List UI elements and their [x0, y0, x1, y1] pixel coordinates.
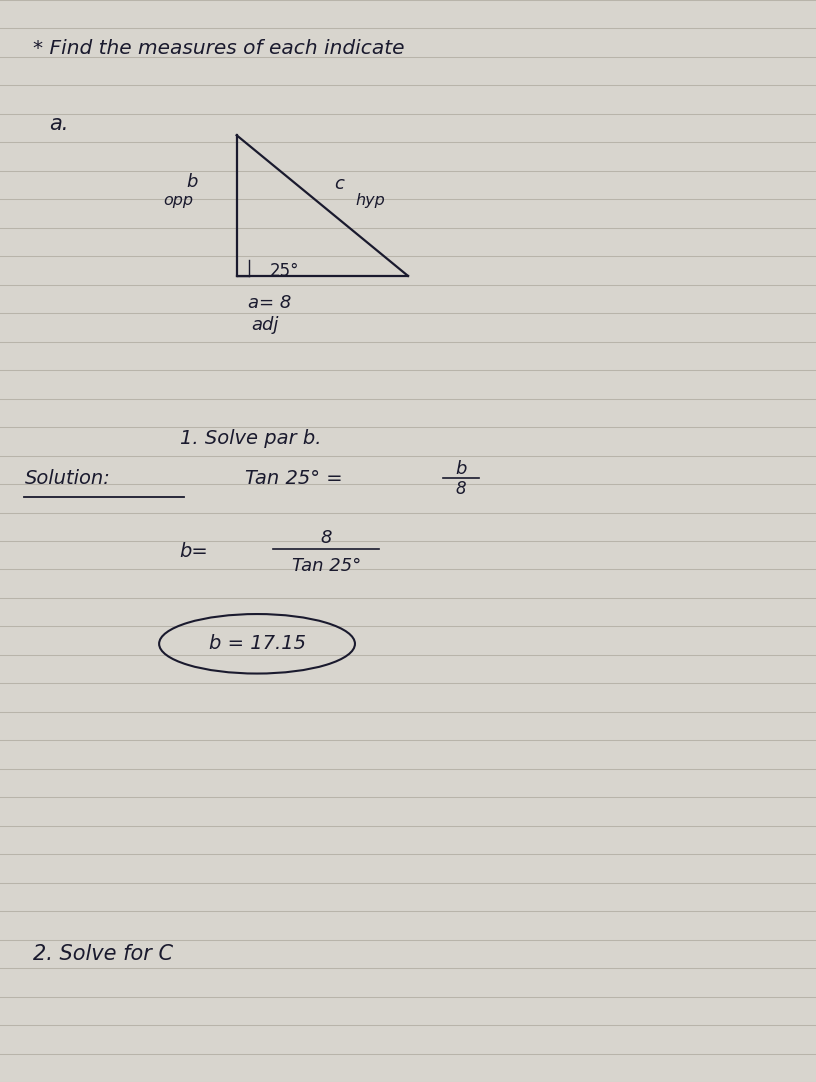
Text: opp: opp — [163, 193, 193, 208]
Text: b=: b= — [180, 542, 208, 562]
Text: c: c — [335, 175, 344, 193]
Text: Tan 25° =: Tan 25° = — [245, 469, 343, 488]
Text: 2. Solve for C: 2. Solve for C — [33, 945, 173, 964]
Text: 8: 8 — [455, 480, 467, 498]
Text: Solution:: Solution: — [24, 469, 110, 488]
Text: adj: adj — [251, 316, 279, 333]
Text: b = 17.15: b = 17.15 — [209, 634, 305, 654]
Text: Tan 25°: Tan 25° — [292, 557, 361, 575]
Text: b: b — [455, 460, 467, 477]
Text: a= 8: a= 8 — [247, 294, 291, 312]
Text: 1. Solve par b.: 1. Solve par b. — [180, 428, 321, 448]
Text: b: b — [186, 173, 197, 190]
Text: hyp: hyp — [355, 193, 384, 208]
Text: 25°: 25° — [269, 262, 299, 279]
Text: a.: a. — [49, 115, 69, 134]
Text: 8: 8 — [321, 529, 332, 546]
Text: * Find the measures of each indicate: * Find the measures of each indicate — [33, 39, 404, 58]
